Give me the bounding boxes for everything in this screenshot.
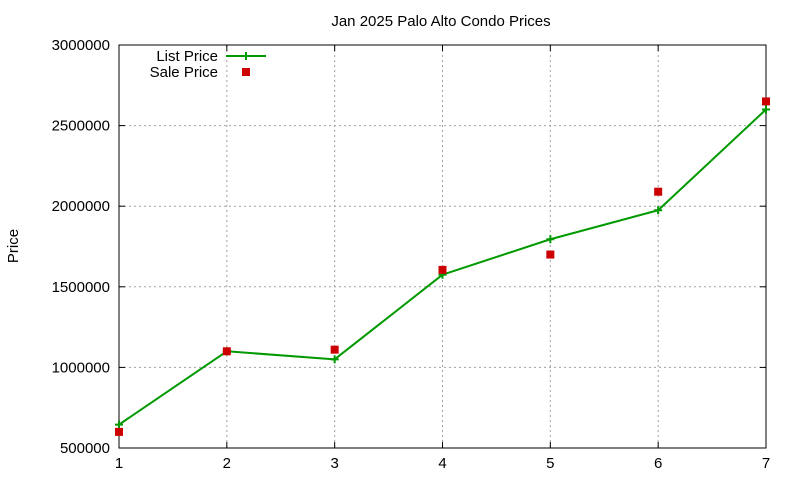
plot-area — [115, 97, 770, 436]
legend-label: Sale Price — [150, 64, 218, 81]
legend-square-swatch — [242, 68, 250, 76]
grid-lines — [119, 45, 766, 448]
tick-labels: 1 2 3 4 5 6 7 500000 1000000 1500000 2000000 250000… — [52, 37, 771, 472]
sale-price-point — [654, 187, 663, 196]
x-tick-label: 3 — [330, 455, 338, 472]
legend-label: List Price — [156, 48, 218, 65]
y-tick-label: 1500000 — [52, 279, 110, 296]
sale-price-point — [222, 347, 231, 356]
chart-title: Jan 2025 Palo Alto Condo Prices — [331, 13, 550, 30]
list-price-point — [330, 355, 339, 364]
y-tick-label: 2500000 — [52, 118, 110, 135]
y-tick-label: 2000000 — [52, 198, 110, 215]
list-price-point — [654, 206, 663, 215]
y-tick-label: 3000000 — [52, 37, 110, 54]
list-price-point — [546, 235, 555, 244]
x-tick-label: 6 — [654, 455, 662, 472]
list-price-point — [762, 105, 770, 114]
y-tick-label: 500000 — [60, 440, 110, 457]
sale-price-point — [115, 427, 123, 436]
x-tick-label: 7 — [762, 455, 770, 472]
sale-price-point — [762, 97, 770, 106]
sale-price-point — [546, 250, 555, 259]
sale-price-point — [438, 265, 447, 274]
x-tick-label: 1 — [115, 455, 123, 472]
x-tick-label: 2 — [223, 455, 231, 472]
y-tick-label: 1000000 — [52, 359, 110, 376]
list-price-point — [115, 420, 123, 429]
x-tick-label: 5 — [546, 455, 554, 472]
axes — [118, 44, 767, 449]
y-axis-label: Price — [5, 229, 22, 263]
sale-price-point — [330, 345, 339, 354]
x-tick-label: 4 — [438, 455, 446, 472]
